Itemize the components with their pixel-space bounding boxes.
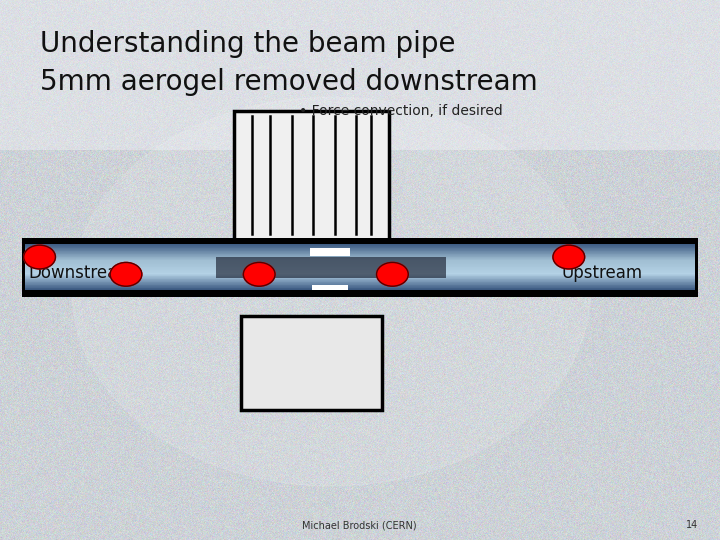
Bar: [310, 248, 349, 256]
Bar: [25, 271, 695, 272]
Bar: [25, 259, 695, 260]
Bar: [25, 261, 695, 263]
Bar: [25, 268, 695, 269]
Bar: [25, 248, 695, 249]
Bar: [216, 257, 446, 278]
Bar: [25, 255, 695, 256]
Bar: [25, 280, 695, 282]
Text: Michael Brodski (CERN): Michael Brodski (CERN): [302, 520, 417, 530]
Bar: [25, 279, 695, 280]
Bar: [22, 238, 698, 297]
Bar: [25, 276, 695, 277]
Bar: [25, 278, 695, 279]
Bar: [25, 286, 695, 288]
Bar: [25, 264, 695, 265]
Bar: [25, 270, 695, 271]
Bar: [25, 259, 695, 260]
Bar: [25, 266, 695, 267]
Bar: [25, 288, 695, 289]
Bar: [25, 262, 695, 264]
Bar: [25, 255, 695, 256]
Bar: [25, 256, 695, 258]
Bar: [25, 272, 695, 273]
Bar: [25, 276, 695, 278]
Bar: [25, 269, 695, 271]
Circle shape: [243, 262, 275, 286]
Bar: [25, 274, 695, 275]
Bar: [25, 284, 695, 285]
Bar: [25, 287, 695, 288]
Bar: [25, 267, 695, 269]
Bar: [25, 251, 695, 252]
Text: • Force convection, if desired: • Force convection, if desired: [299, 104, 503, 118]
Bar: [25, 246, 695, 248]
Bar: [25, 254, 695, 255]
Bar: [25, 245, 695, 246]
Bar: [25, 282, 695, 283]
Circle shape: [110, 262, 142, 286]
Bar: [25, 250, 695, 252]
Bar: [25, 285, 695, 286]
Bar: [25, 284, 695, 286]
Bar: [25, 282, 695, 284]
Circle shape: [377, 262, 408, 286]
Bar: [234, 111, 389, 240]
Bar: [25, 244, 695, 245]
Bar: [25, 248, 695, 250]
Bar: [25, 265, 695, 266]
Bar: [25, 253, 695, 254]
Circle shape: [24, 245, 55, 269]
Bar: [25, 286, 695, 287]
Bar: [25, 273, 695, 274]
Circle shape: [72, 97, 590, 486]
Text: 5mm aerogel removed downstream: 5mm aerogel removed downstream: [40, 68, 537, 96]
Bar: [25, 265, 695, 267]
Bar: [241, 316, 382, 410]
Bar: [25, 261, 695, 262]
Bar: [25, 280, 695, 281]
Bar: [25, 258, 695, 259]
Bar: [25, 252, 695, 253]
Bar: [25, 247, 695, 248]
Bar: [25, 281, 695, 282]
Bar: [25, 271, 695, 273]
Bar: [25, 257, 695, 258]
Bar: [25, 249, 695, 251]
Bar: [25, 289, 695, 290]
Bar: [25, 246, 695, 247]
Bar: [312, 285, 348, 290]
Bar: [25, 278, 695, 279]
Bar: [25, 275, 695, 276]
Text: Understanding the beam pipe: Understanding the beam pipe: [40, 30, 455, 58]
Circle shape: [553, 245, 585, 269]
Bar: [25, 267, 695, 268]
Text: Upstream: Upstream: [562, 264, 643, 282]
Bar: [25, 252, 695, 254]
Bar: [25, 260, 695, 261]
Bar: [25, 274, 695, 275]
Bar: [25, 263, 695, 264]
Text: Downstream: Downstream: [29, 264, 135, 282]
Text: 14: 14: [686, 520, 698, 530]
